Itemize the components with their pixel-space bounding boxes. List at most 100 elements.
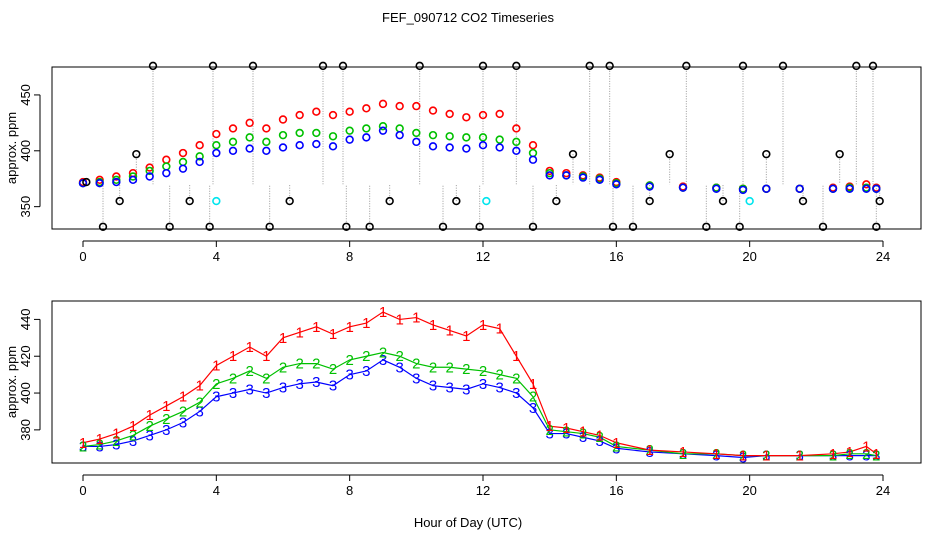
co2-point-series-1 bbox=[195, 141, 204, 150]
series-3-point-label: 3 bbox=[429, 378, 437, 395]
co2-point-series-4 bbox=[265, 222, 274, 231]
co2-point-series-4 bbox=[738, 61, 748, 71]
co2-point-series-4 bbox=[868, 61, 878, 71]
co2-point-series-2 bbox=[245, 133, 254, 142]
co2-point-series-4 bbox=[665, 149, 674, 159]
series-2-point-label: 2 bbox=[562, 424, 570, 441]
top-x-tick-label: 4 bbox=[213, 249, 220, 264]
series-3-point-label: 3 bbox=[279, 380, 287, 397]
co2-point-series-4 bbox=[605, 61, 614, 71]
co2-point-series-1 bbox=[862, 180, 871, 189]
series-3-point-label: 3 bbox=[379, 352, 387, 369]
bottom-x-tick-label: 12 bbox=[476, 483, 490, 498]
series-3-point-label: 3 bbox=[145, 427, 153, 444]
series-1-point-label: 1 bbox=[445, 322, 453, 339]
co2-point-series-3 bbox=[378, 126, 388, 135]
co2-point-series-4 bbox=[148, 61, 158, 71]
series-2-point-label: 2 bbox=[445, 359, 453, 376]
series-2-point-label: 2 bbox=[279, 359, 287, 376]
series-2-point-label: 2 bbox=[712, 446, 720, 463]
series-3-point-label: 3 bbox=[245, 381, 253, 398]
co2-point-series-2 bbox=[328, 132, 338, 141]
series-3-point-label: 3 bbox=[495, 380, 503, 397]
series-3-point-label: 3 bbox=[529, 400, 537, 417]
series-2-point-label: 2 bbox=[379, 345, 387, 362]
co2-point-series-4 bbox=[552, 196, 561, 206]
bottom-y-tick-label: 400 bbox=[18, 382, 33, 404]
series-2-point-label: 2 bbox=[345, 352, 353, 369]
series-2-point-label: 2 bbox=[829, 448, 837, 465]
co2-point-series-2 bbox=[512, 137, 521, 147]
series-2-point-label: 2 bbox=[645, 442, 653, 459]
series-1-point-label: 1 bbox=[95, 431, 103, 448]
series-3-point-label: 3 bbox=[445, 380, 453, 397]
series-2-point-label: 2 bbox=[762, 448, 770, 465]
series-1-point-label: 1 bbox=[645, 442, 653, 459]
series-2-point-label: 2 bbox=[679, 446, 687, 463]
co2-point-series-1 bbox=[412, 101, 421, 111]
bottom-x-tick-label: 0 bbox=[79, 483, 86, 498]
co2-point-series-4 bbox=[528, 222, 538, 231]
series-2-point-label: 2 bbox=[95, 437, 103, 454]
co2-point-series-2 bbox=[528, 148, 538, 158]
series-2-point-label: 2 bbox=[212, 376, 220, 393]
co2-point-series-2 bbox=[228, 137, 238, 147]
co2-point-series-3 bbox=[445, 143, 454, 152]
co2-point-series-4 bbox=[385, 196, 394, 206]
co2-point-series-3 bbox=[212, 148, 221, 158]
series-2-point-label: 2 bbox=[245, 363, 253, 380]
co2-point-series-2 bbox=[345, 126, 354, 135]
bottom-x-tick-label: 8 bbox=[346, 483, 353, 498]
bottom-y-tick-label: 420 bbox=[18, 345, 33, 367]
co2-point-series-5 bbox=[745, 196, 754, 206]
series-2-point-label: 2 bbox=[395, 348, 403, 365]
bottom-panel-frame bbox=[51, 300, 922, 464]
series-1-point-label: 1 bbox=[739, 448, 747, 465]
series-2-point-label: 2 bbox=[145, 418, 153, 435]
series-1-point-label: 1 bbox=[112, 426, 120, 443]
co2-point-series-2 bbox=[212, 141, 221, 150]
series-1-point-label: 1 bbox=[362, 315, 370, 332]
series-2-point-label: 2 bbox=[545, 422, 553, 439]
series-1-point-label: 1 bbox=[279, 330, 287, 347]
co2-point-series-4 bbox=[702, 222, 711, 231]
co2-point-series-4 bbox=[645, 196, 654, 206]
series-3-point-label: 3 bbox=[412, 370, 420, 387]
bottom-panel: 3 3 3 3 3 3 333 3 3 3 3 3 3 33 33 33 3 3 3 3 3 333 3 3 3 3 3 3 3 3 3 3 3… bbox=[4, 300, 922, 530]
series-3-point-label: 3 bbox=[739, 449, 747, 466]
series-3-point-label: 3 bbox=[79, 438, 87, 455]
series-2-point-label: 2 bbox=[112, 433, 120, 450]
series-3-point-label: 3 bbox=[329, 378, 337, 395]
top-y-tick-label: 400 bbox=[18, 140, 33, 162]
co2-point-series-3 bbox=[295, 141, 304, 150]
series-1-point-label: 1 bbox=[679, 444, 687, 461]
series-2-point-label: 2 bbox=[412, 356, 420, 373]
series-2-point-label: 2 bbox=[595, 429, 603, 446]
co2-point-series-3 bbox=[245, 144, 254, 153]
co2-point-series-4 bbox=[185, 196, 194, 206]
series-1-point-label: 1 bbox=[129, 418, 137, 435]
co2-point-series-4 bbox=[872, 222, 881, 231]
top-x-tick-label: 8 bbox=[346, 249, 353, 264]
co2-point-series-4 bbox=[718, 196, 728, 206]
co2-point-series-4 bbox=[818, 222, 828, 231]
co2-point-series-4 bbox=[208, 61, 218, 71]
co2-point-series-2 bbox=[262, 137, 271, 147]
co2-point-series-4 bbox=[365, 222, 374, 231]
series-1-point-label: 1 bbox=[79, 435, 87, 452]
series-2-point-label: 2 bbox=[262, 370, 270, 387]
co2-point-series-4 bbox=[735, 222, 744, 231]
top-panel-ylabel: approx. ppm bbox=[4, 112, 19, 184]
bottom-y-tick-label: 380 bbox=[18, 419, 33, 441]
series-1-point-label: 1 bbox=[162, 398, 170, 415]
series-3-point-label: 3 bbox=[129, 433, 137, 450]
series-1-point-label: 1 bbox=[262, 348, 270, 365]
co2-point-series-1 bbox=[162, 155, 171, 164]
co2-point-series-1 bbox=[295, 110, 304, 120]
series-2-point-label: 2 bbox=[529, 389, 537, 406]
series-1-point-label: 1 bbox=[229, 348, 237, 365]
series-1-point-label: 1 bbox=[795, 448, 803, 465]
series-1-point-label: 1 bbox=[312, 319, 320, 336]
series-1-point-label: 1 bbox=[429, 317, 437, 334]
